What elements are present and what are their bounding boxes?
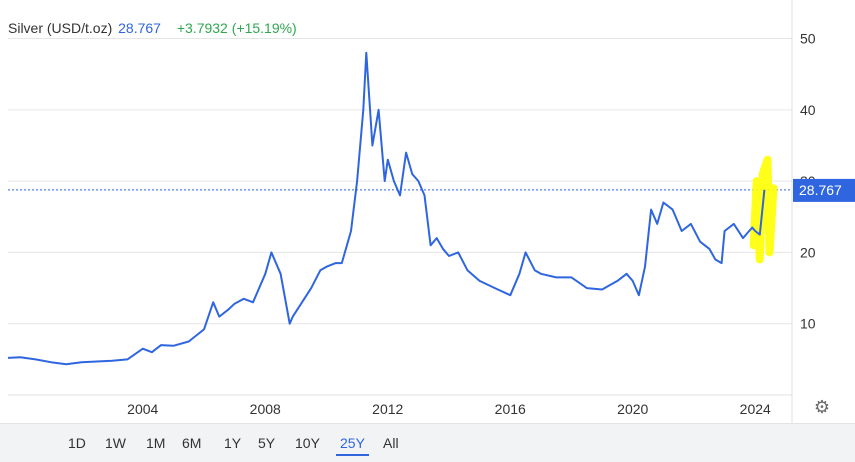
x-axis-ticks: 2004 2008 2012 2016 2020 2024 — [127, 401, 771, 417]
range-button-1y[interactable]: 1Y — [224, 435, 242, 451]
range-button-5y[interactable]: 5Y — [258, 435, 276, 451]
y-tick-label: 50 — [800, 31, 816, 47]
price-change: +3.7932 (+15.19%) — [176, 20, 297, 36]
range-toolbar: 1D 1W 1M 6M 1Y 5Y 10Y 25Y All — [0, 423, 855, 462]
y-tick-label: 10 — [800, 316, 816, 332]
highlighter-stroke — [749, 155, 778, 264]
price-tag-label: 28.767 — [799, 182, 842, 198]
highlighter-annotation — [749, 155, 778, 264]
y-tick-label: 40 — [800, 102, 816, 118]
y-tick-label: 20 — [800, 244, 816, 260]
range-button-1m[interactable]: 1M — [146, 435, 166, 451]
range-button-10y[interactable]: 10Y — [295, 435, 320, 451]
current-price-tag: 28.767 — [793, 178, 855, 202]
current-price: 28.767 — [118, 20, 161, 36]
gear-icon[interactable]: ⚙ — [813, 397, 831, 417]
price-tag-background — [793, 178, 855, 202]
x-tick-label: 2016 — [495, 401, 526, 417]
x-tick-label: 2024 — [740, 401, 771, 417]
x-tick-label: 2020 — [617, 401, 648, 417]
x-tick-label: 2008 — [250, 401, 281, 417]
x-tick-label: 2004 — [127, 401, 158, 417]
range-button-6m[interactable]: 6M — [182, 435, 202, 451]
x-tick-label: 2012 — [372, 401, 403, 417]
range-button-all[interactable]: All — [383, 435, 399, 451]
chart-header: Silver (USD/t.oz) 28.767 +3.7932 (+15.19… — [8, 20, 297, 36]
range-button-1w[interactable]: 1W — [105, 435, 126, 451]
symbol-label: Silver (USD/t.oz) — [8, 20, 113, 36]
range-button-1d[interactable]: 1D — [68, 435, 86, 451]
series-line — [7, 51, 766, 366]
range-button-25y[interactable]: 25Y — [336, 432, 369, 456]
grid-lines — [8, 38, 792, 325]
